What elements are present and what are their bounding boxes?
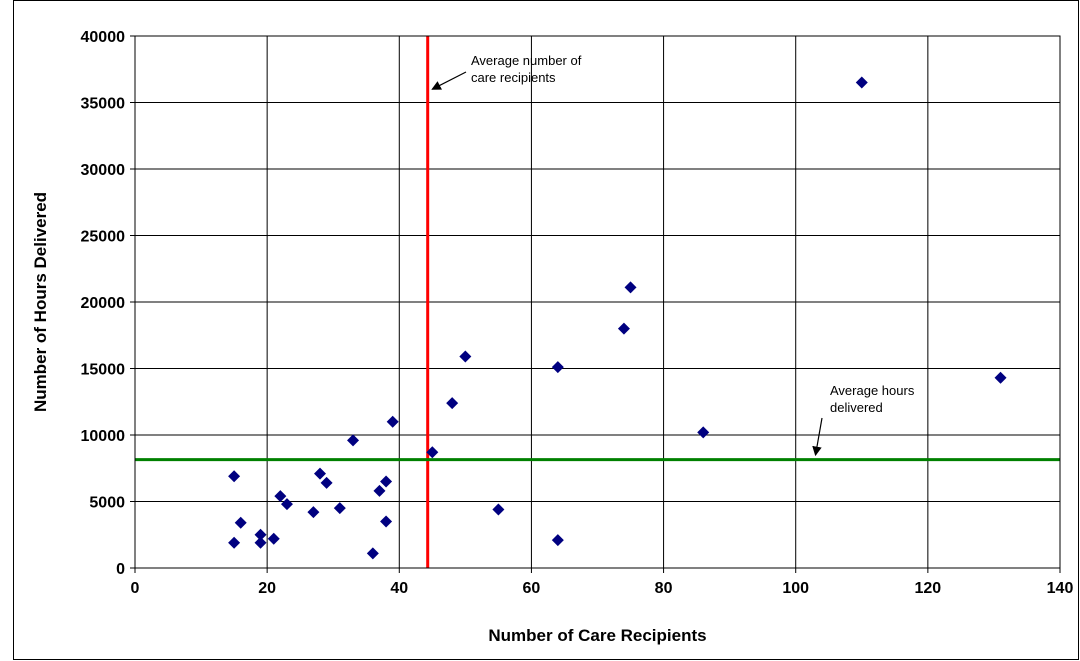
annotation-text-avg-recipients: Average number of (471, 53, 582, 68)
y-tick-label: 40000 (81, 29, 126, 46)
data-point (426, 446, 439, 459)
data-point (380, 475, 393, 488)
data-point (459, 350, 472, 363)
annotation-arrow-avg-hours (812, 417, 823, 457)
x-tick-label: 80 (655, 580, 673, 597)
y-tick-label: 35000 (81, 96, 126, 113)
y-axis-title: Number of Hours Delivered (31, 192, 50, 412)
data-point (551, 534, 564, 547)
data-point (274, 490, 287, 503)
chart-frame (13, 0, 1079, 660)
annotation-arrow-avg-recipients (431, 71, 467, 90)
data-point (333, 502, 346, 515)
data-point (380, 515, 393, 528)
data-point (254, 536, 267, 549)
x-tick-label: 100 (782, 580, 809, 597)
y-tick-label: 0 (116, 561, 125, 578)
x-tick-label: 60 (523, 580, 541, 597)
data-point (366, 547, 379, 560)
y-tick-label: 20000 (81, 295, 126, 312)
data-point (320, 476, 333, 489)
data-point (446, 397, 459, 410)
data-point (624, 281, 637, 294)
x-tick-label: 20 (258, 580, 276, 597)
y-tick-label: 10000 (81, 428, 126, 445)
data-point (551, 361, 564, 374)
x-axis-title: Number of Care Recipients (488, 626, 706, 645)
data-point (307, 506, 320, 519)
y-tick-label: 25000 (81, 229, 126, 246)
data-point (280, 498, 293, 511)
data-point (373, 484, 386, 497)
data-point (697, 426, 710, 439)
x-tick-label: 40 (390, 580, 408, 597)
data-point (267, 532, 280, 545)
data-point (617, 322, 630, 335)
data-point (347, 434, 360, 447)
data-point (492, 503, 505, 516)
annotation-text-avg-hours: Average hours (830, 383, 915, 398)
data-point (228, 470, 241, 483)
data-point (994, 371, 1007, 384)
y-tick-label: 30000 (81, 162, 126, 179)
plot-area-border (134, 35, 1061, 569)
data-point (234, 516, 247, 529)
x-tick-label: 0 (131, 580, 140, 597)
x-tick-label: 120 (915, 580, 942, 597)
data-point (386, 415, 399, 428)
annotation-text-avg-hours: delivered (830, 400, 883, 415)
annotation-text-avg-recipients: care recipients (471, 70, 556, 85)
y-tick-label: 15000 (81, 362, 126, 379)
data-point (254, 528, 267, 541)
y-tick-label: 5000 (89, 495, 125, 512)
data-point (855, 76, 868, 89)
data-point (314, 467, 326, 480)
data-point (228, 536, 241, 549)
x-tick-label: 140 (1047, 580, 1074, 597)
